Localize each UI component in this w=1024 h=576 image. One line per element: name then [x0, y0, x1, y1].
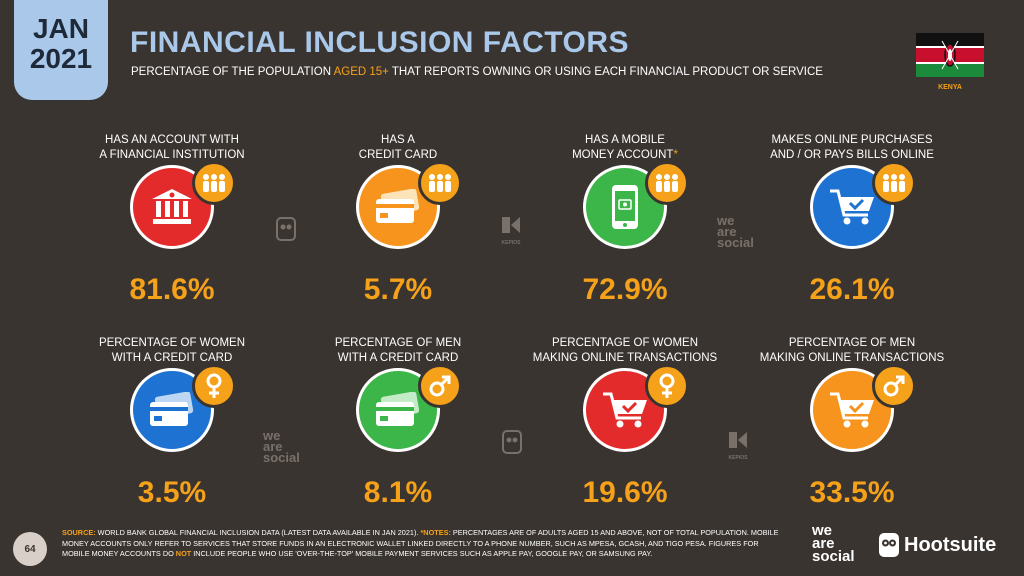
- notes-text-2: INCLUDE PEOPLE WHO USE 'OVER-THE-TOP' MO…: [191, 549, 653, 558]
- was-are: are: [812, 535, 835, 552]
- kepios-watermark: KEPIOS: [500, 215, 522, 246]
- stat-women-online-transactions: PERCENTAGE OF WOMEN MAKING ONLINE TRANSAC…: [510, 336, 740, 510]
- stat-label: PERCENTAGE OF MEN MAKING ONLINE TRANSACTI…: [737, 336, 967, 366]
- kepios-logo-icon: [729, 432, 747, 448]
- footer-notes: SOURCE: WORLD BANK GLOBAL FINANCIAL INCL…: [62, 528, 782, 560]
- stat-label: HAS A MOBILE MONEY ACCOUNT*: [510, 133, 740, 163]
- wm-are: are: [263, 439, 283, 454]
- stat-label: PERCENTAGE OF WOMEN MAKING ONLINE TRANSAC…: [510, 336, 740, 366]
- people-icon: [645, 161, 689, 205]
- stat-label: HAS AN ACCOUNT WITH A FINANCIAL INSTITUTI…: [57, 133, 287, 163]
- stat-label-line2: MAKING ONLINE TRANSACTIONS: [532, 352, 718, 364]
- hootsuite-logo: Hootsuite: [878, 532, 996, 558]
- stat-men-credit-card: PERCENTAGE OF MEN WITH A CREDIT CARD 8.1%: [283, 336, 513, 510]
- stat-value: 26.1%: [809, 273, 895, 306]
- kepios-watermark: KEPIOS: [727, 430, 749, 461]
- kepios-logo-icon: [502, 217, 520, 233]
- we-are-social-watermark: we are social: [717, 213, 754, 250]
- stat-label-line2: MAKING ONLINE TRANSACTIONS: [759, 352, 945, 364]
- stat-value: 5.7%: [363, 273, 433, 306]
- page-title: FINANCIAL INCLUSION FACTORS: [130, 26, 630, 59]
- kepios-label: KEPIOS: [728, 455, 748, 461]
- wm-we: we: [263, 428, 281, 443]
- male-icon: [872, 364, 916, 408]
- page-subtitle: PERCENTAGE OF THE POPULATION AGED 15+ TH…: [131, 66, 823, 78]
- notes-label: *NOTES:: [420, 528, 451, 537]
- stat-value: 19.6%: [582, 476, 668, 509]
- subtitle-pre: PERCENTAGE OF THE POPULATION: [131, 66, 334, 78]
- was-we: we: [812, 522, 833, 539]
- hootsuite-owl-watermark-icon: [276, 217, 296, 241]
- was-social: social: [812, 548, 855, 565]
- stat-men-online-transactions: PERCENTAGE OF MEN MAKING ONLINE TRANSACTI…: [737, 336, 967, 510]
- hootsuite-owl-watermark-icon: [502, 430, 522, 454]
- stat-label: PERCENTAGE OF MEN WITH A CREDIT CARD: [283, 336, 513, 366]
- stat-label-line1: PERCENTAGE OF MEN: [788, 337, 916, 349]
- source-label: SOURCE:: [62, 528, 96, 537]
- wm-are: are: [717, 224, 737, 239]
- shopping-cart-icon: [810, 368, 894, 452]
- stat-mobile-money: HAS A MOBILE MONEY ACCOUNT* 72.9%: [510, 133, 740, 307]
- stat-label-line1: PERCENTAGE OF WOMEN: [98, 337, 246, 349]
- stat-label: MAKES ONLINE PURCHASES AND / OR PAYS BILL…: [737, 133, 967, 163]
- stat-value: 81.6%: [129, 273, 215, 306]
- page-number: 64: [13, 532, 47, 566]
- stat-label-line1: PERCENTAGE OF WOMEN: [551, 337, 699, 349]
- stat-label-line2: AND / OR PAYS BILLS ONLINE: [770, 149, 934, 161]
- wm-social: social: [717, 235, 754, 250]
- notes-not: NOT: [175, 549, 192, 558]
- stat-credit-card: HAS A CREDIT CARD 5.7%: [283, 133, 513, 307]
- stat-label-star: *: [673, 149, 678, 161]
- stat-value: 8.1%: [363, 476, 433, 509]
- stat-label-line2: WITH A CREDIT CARD: [337, 352, 459, 364]
- stat-label-line1: HAS AN ACCOUNT WITH: [105, 134, 239, 146]
- wm-social: social: [263, 450, 300, 465]
- stat-label-line1: HAS A MOBILE: [585, 134, 665, 146]
- stat-label-line2: MONEY ACCOUNT: [572, 149, 674, 161]
- kenya-flag-icon: [916, 33, 984, 77]
- hootsuite-wordmark: Hootsuite: [904, 533, 997, 556]
- people-icon: [192, 161, 236, 205]
- subtitle-highlight: AGED 15+: [333, 66, 389, 78]
- stat-label-line1: HAS A: [381, 134, 415, 146]
- source-text: WORLD BANK GLOBAL FINANCIAL INCLUSION DA…: [95, 528, 421, 537]
- stat-label-line1: PERCENTAGE OF MEN: [334, 337, 462, 349]
- stat-label-line2: WITH A CREDIT CARD: [111, 352, 233, 364]
- stat-value: 3.5%: [137, 476, 207, 509]
- stat-women-credit-card: PERCENTAGE OF WOMEN WITH A CREDIT CARD 3.…: [57, 336, 287, 510]
- country-label: KENYA: [938, 84, 962, 91]
- female-icon: [645, 364, 689, 408]
- wm-we: we: [717, 213, 735, 228]
- stat-value: 33.5%: [809, 476, 895, 509]
- date-month: JAN: [32, 13, 89, 44]
- notes-text-1: PERCENTAGES ARE OF ADULTS AGED 15 AND AB…: [62, 528, 779, 558]
- stat-online-purchases: MAKES ONLINE PURCHASES AND / OR PAYS BILL…: [737, 133, 967, 307]
- stat-label-line2: A FINANCIAL INSTITUTION: [99, 149, 245, 161]
- stat-financial-account: HAS AN ACCOUNT WITH A FINANCIAL INSTITUTI…: [57, 133, 287, 307]
- kepios-label: KEPIOS: [501, 240, 521, 246]
- date-badge: JAN 2021: [14, 0, 108, 100]
- stat-label: HAS A CREDIT CARD: [283, 133, 513, 163]
- stat-label-line1: MAKES ONLINE PURCHASES: [771, 134, 933, 146]
- male-icon: [418, 364, 462, 408]
- people-icon: [418, 161, 462, 205]
- hootsuite-owl-icon: [879, 533, 899, 557]
- stat-value: 72.9%: [582, 273, 668, 306]
- subtitle-post: THAT REPORTS OWNING OR USING EACH FINANC…: [388, 66, 823, 78]
- people-icon: [872, 161, 916, 205]
- stat-label-line2: CREDIT CARD: [358, 149, 438, 161]
- we-are-social-watermark: we are social: [263, 428, 300, 465]
- female-icon: [192, 364, 236, 408]
- mobile-money-icon: [583, 165, 667, 249]
- we-are-social-logo: we are social: [812, 522, 855, 565]
- date-year: 2021: [29, 43, 93, 74]
- stat-label: PERCENTAGE OF WOMEN WITH A CREDIT CARD: [57, 336, 287, 366]
